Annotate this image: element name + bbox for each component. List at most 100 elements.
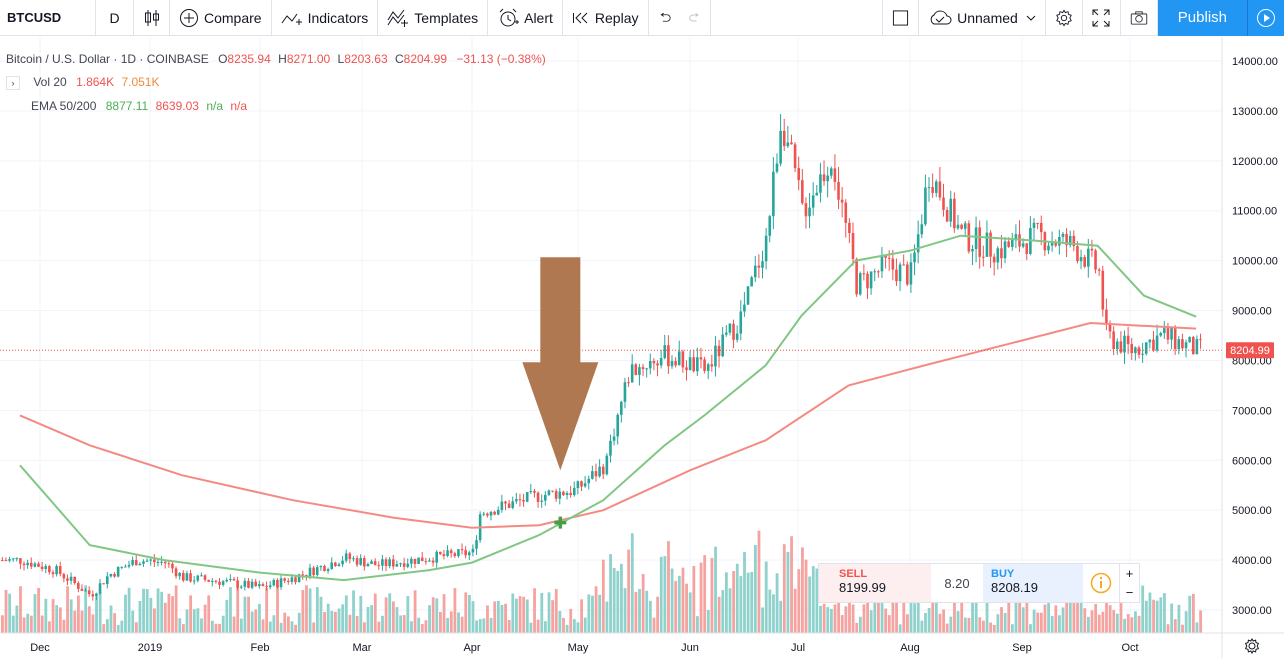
fullscreen-button[interactable] <box>1083 0 1121 36</box>
candle-body <box>887 257 891 259</box>
plus-icon[interactable]: + <box>1125 566 1134 581</box>
candle-body <box>420 557 424 562</box>
snapshot-button[interactable] <box>1121 0 1158 36</box>
volume-bar <box>782 544 786 633</box>
volume-bar <box>710 557 714 633</box>
volume-bar <box>131 610 135 633</box>
undo-button[interactable] <box>649 0 680 36</box>
candle-body <box>873 271 877 273</box>
candle-body <box>609 440 612 456</box>
candle-body <box>1184 342 1188 349</box>
buy-button[interactable]: BUY 8208.19 <box>983 564 1083 602</box>
publish-button[interactable]: Publish <box>1157 0 1248 36</box>
volume-bar <box>551 600 555 633</box>
candle-body <box>605 455 609 475</box>
indicators-icon <box>281 13 302 25</box>
templates-label: Templates <box>414 9 479 26</box>
candle-body <box>938 181 942 198</box>
candle-body <box>797 168 800 181</box>
collapse-legend-icon[interactable]: › <box>6 76 20 90</box>
axis-settings-icon[interactable] <box>1244 638 1260 654</box>
candle-body <box>601 466 605 475</box>
candle-body <box>337 564 341 567</box>
candle-body <box>714 345 717 367</box>
volume-bar <box>884 608 888 633</box>
candle-body <box>66 578 69 581</box>
candle-body <box>1159 333 1162 336</box>
candle-body <box>312 567 315 576</box>
compare-button[interactable]: Compare <box>170 0 272 36</box>
candle-body <box>116 567 120 577</box>
sell-button[interactable]: SELL 8199.99 <box>819 564 931 602</box>
candle-body <box>174 568 178 577</box>
candle-body <box>529 491 533 493</box>
replay-button[interactable]: Replay <box>563 0 649 36</box>
quantity-stepper[interactable]: + − <box>1119 564 1139 602</box>
volume-bar <box>1050 615 1054 633</box>
candle-body <box>207 579 210 582</box>
volume-bar <box>963 617 967 633</box>
volume-bar <box>681 567 685 633</box>
candle-body <box>160 561 163 563</box>
indicators-label: Indicators <box>307 9 369 26</box>
chart-area[interactable]: 14000.00 13000.00 12000.00 11000.00 10000.00… <box>0 37 1284 658</box>
candle-body <box>670 361 674 367</box>
indicators-button[interactable]: Indicators <box>272 0 379 36</box>
candle-body <box>308 567 312 577</box>
candle-body <box>229 578 232 580</box>
volume-bar <box>1068 585 1072 633</box>
legend-ema[interactable]: EMA 50/200 8877.11 8639.03 n/a n/a <box>31 99 247 113</box>
candle-body <box>156 561 160 563</box>
candle-body <box>58 566 62 575</box>
templates-button[interactable]: Templates <box>378 0 489 36</box>
volume-bar <box>714 546 717 633</box>
redo-button[interactable] <box>680 0 711 36</box>
candle-body <box>37 563 40 567</box>
candle-body <box>945 209 949 222</box>
volume-bar <box>308 588 312 633</box>
candle-body <box>1112 331 1115 350</box>
down-arrow-annotation[interactable] <box>522 257 599 471</box>
candle-body <box>735 333 739 340</box>
info-button[interactable] <box>1083 564 1119 602</box>
candle-body <box>142 561 145 564</box>
plus-circle-icon <box>180 8 198 27</box>
minus-icon[interactable]: − <box>1125 585 1134 600</box>
chart-svg[interactable]: 14000.00 13000.00 12000.00 11000.00 10000.00… <box>0 37 1284 658</box>
candle-body <box>620 401 623 415</box>
candle-body <box>98 583 102 594</box>
interval-button[interactable]: D <box>96 0 134 36</box>
candle-body <box>674 361 677 366</box>
chart-type-button[interactable] <box>134 0 170 36</box>
symbol-search[interactable]: BTCUSD <box>0 0 96 36</box>
settings-button[interactable] <box>1046 0 1083 36</box>
volume-bar <box>565 624 569 633</box>
volume-bar <box>489 617 493 633</box>
volume-bar <box>735 563 739 633</box>
candle-body <box>782 130 786 147</box>
candle-body <box>1126 335 1130 345</box>
candle-body <box>924 187 927 225</box>
volume-bar <box>373 593 377 633</box>
volume-bar <box>359 595 363 633</box>
candle-body <box>840 199 844 203</box>
volume-bar <box>1065 585 1069 633</box>
candle-body <box>290 577 294 582</box>
alert-button[interactable]: Alert <box>488 0 563 36</box>
volume-bar <box>1137 615 1141 633</box>
candle-body <box>15 558 19 560</box>
publish-menu-button[interactable] <box>1248 0 1284 36</box>
price-tick-label: 7000.00 <box>1232 405 1272 417</box>
volume-bar <box>348 614 352 633</box>
candle-body <box>1170 327 1173 340</box>
fullscreen-layout-button[interactable] <box>883 0 920 36</box>
candle-body <box>645 368 648 370</box>
candle-body <box>109 573 113 577</box>
layout-name-button[interactable]: Unnamed <box>919 0 1046 36</box>
candle-body <box>706 364 710 371</box>
layout-name-label: Unnamed <box>957 9 1018 26</box>
legend-volume[interactable]: › Vol 20 1.864K 7.051K <box>6 75 160 90</box>
volume-bar <box>1061 607 1065 633</box>
candle-body <box>518 499 522 501</box>
candle-body <box>87 590 91 595</box>
